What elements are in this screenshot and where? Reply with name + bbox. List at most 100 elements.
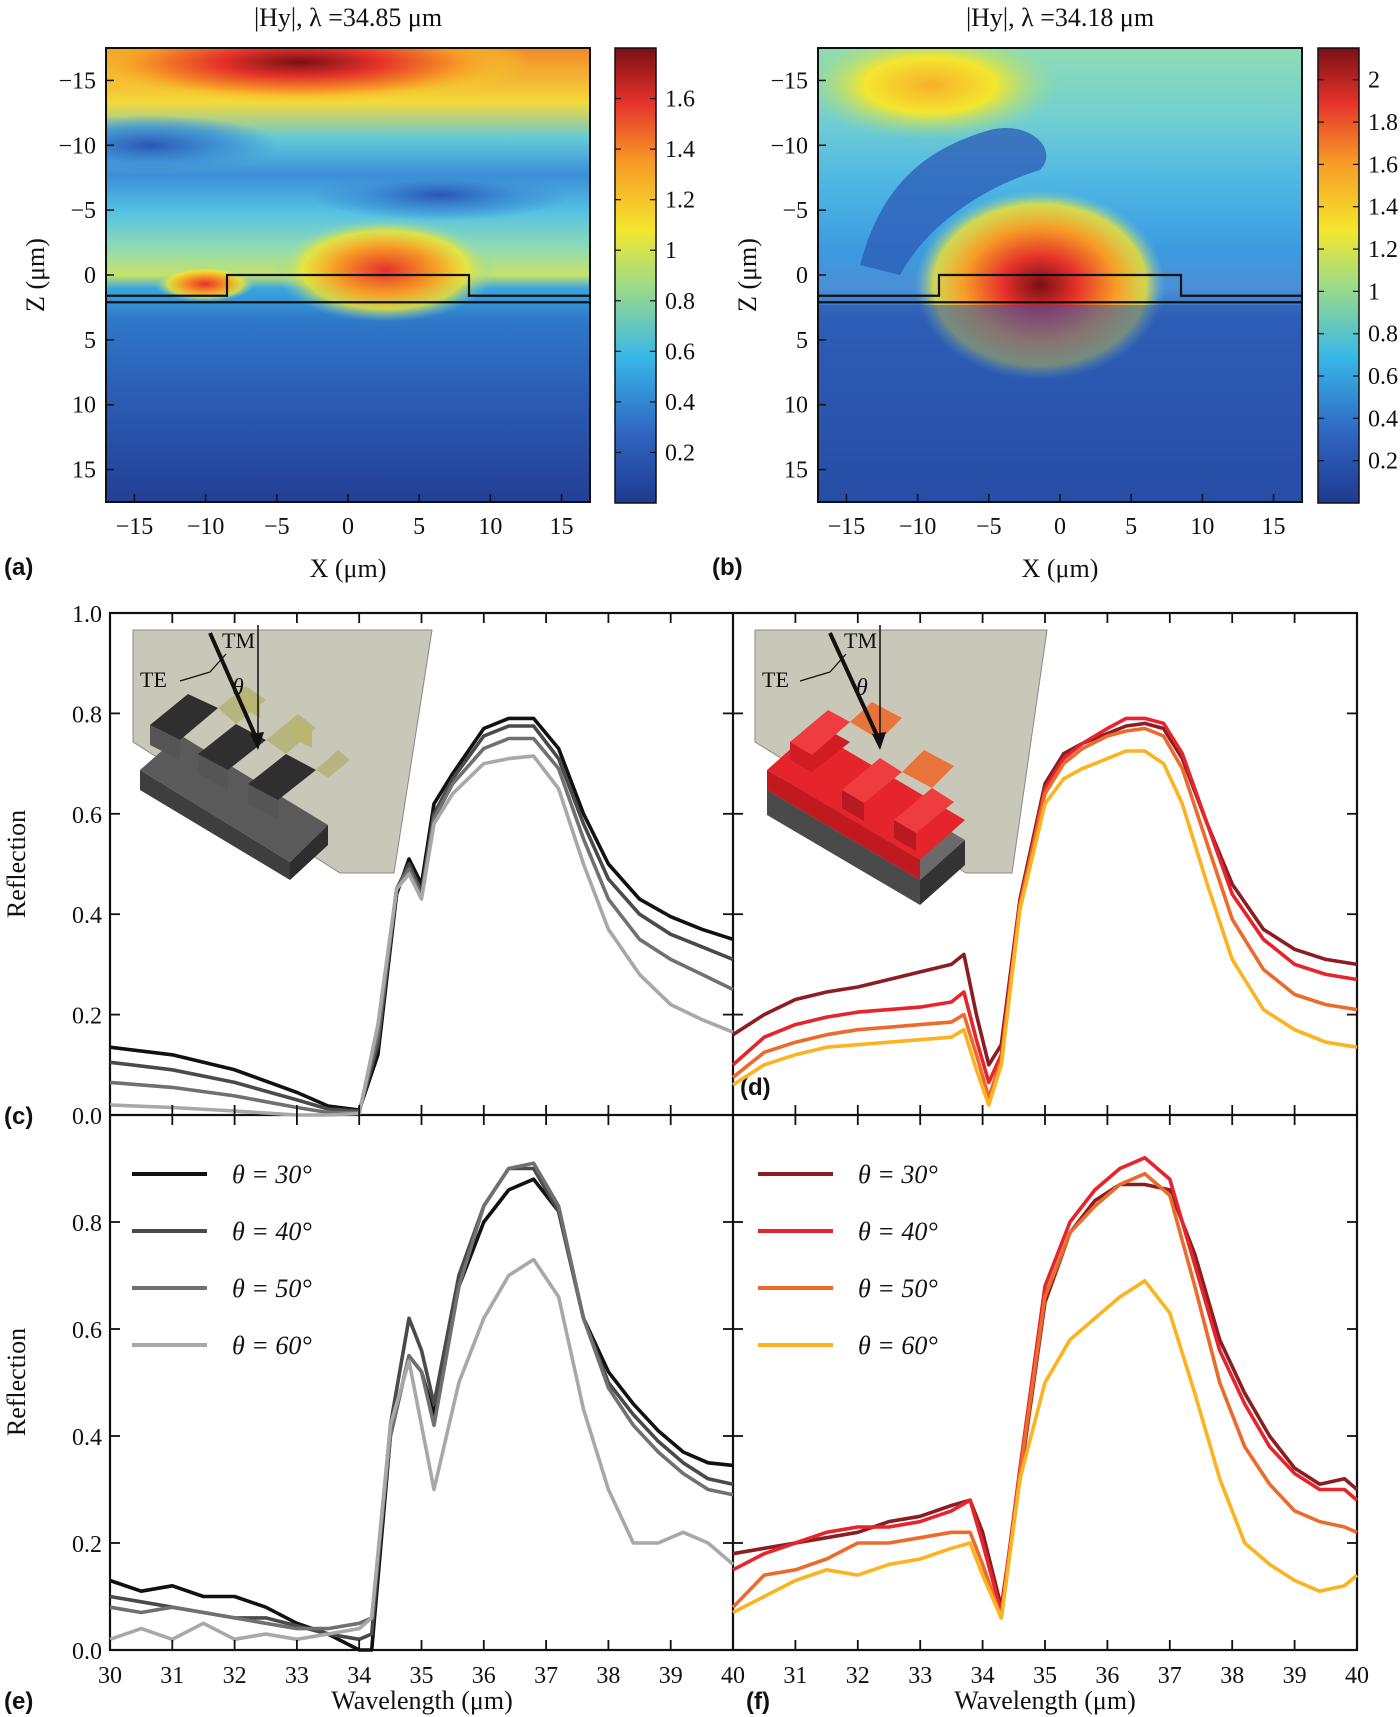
series-line-c-3 (109, 736, 734, 1115)
y-tick-label: 15 (784, 458, 808, 484)
series-line-d-2 (731, 716, 1358, 1085)
x-tick-label: −15 (828, 514, 866, 540)
y-tick-label: 0.8 (72, 1211, 102, 1237)
y-tick-label: −15 (770, 68, 808, 94)
y-tick-label: 0.2 (72, 1532, 102, 1558)
field-top-lobe-a (106, 48, 530, 104)
xlabel-a: X (μm) (310, 554, 387, 583)
colorbar-tick-label: 0.2 (1368, 449, 1398, 475)
y-tick-label: 0.4 (72, 1425, 102, 1451)
x-tick-label: 35 (410, 1663, 434, 1689)
y-tick-label: −10 (770, 133, 808, 159)
y-tick-label: 0 (796, 263, 808, 289)
series-line-c-4 (109, 754, 734, 1117)
x-tick-label: 38 (1220, 1663, 1244, 1689)
line-axes-layer: 0.0 0.2 0.4 0.6 0.8 1.0 0.0 0.2 0.4 0.6 0.8 30 31 32 3… (72, 602, 1369, 1689)
field-top-lobe-b (818, 48, 1060, 140)
panel-label-c: (c) (4, 1103, 33, 1130)
y-tick-label: −10 (58, 133, 96, 159)
series-line-e-2 (109, 1166, 734, 1642)
legend-label: θ = 30° (858, 1160, 938, 1189)
series-line-d-3 (731, 726, 1358, 1100)
colorbar-tick-label: 1.6 (665, 87, 695, 113)
tm-vector-d (829, 653, 847, 673)
series-line-e-1 (109, 1177, 734, 1652)
y-tick-label: 0.8 (72, 702, 102, 728)
waveguide-outline-a (106, 273, 590, 304)
legend-label: θ = 30° (232, 1160, 312, 1189)
y-tick-label: 10 (72, 393, 96, 419)
legend-label: θ = 60° (858, 1331, 938, 1360)
colorbar-tick-label: 1 (1368, 279, 1380, 305)
legend-label: θ = 40° (858, 1217, 938, 1246)
panel-label-f: (f) (746, 1688, 770, 1715)
x-tick-label: 32 (846, 1663, 870, 1689)
x-tick-label: 31 (783, 1663, 807, 1689)
series-line-e-3 (109, 1161, 734, 1631)
y-tick-label: 5 (796, 328, 808, 354)
incident-beam-c (208, 632, 260, 743)
colorbar-ticks-b: 2 1.8 1.6 1.4 1.2 1 0.8 0.6 0.4 0.2 (1318, 68, 1398, 475)
colorbar-tick-label: 2 (1368, 68, 1380, 94)
x-tick-label: 31 (160, 1663, 184, 1689)
series-line-d-1 (732, 721, 1358, 1067)
colorbar-tick-label: 1 (665, 238, 677, 264)
x-tick-label: 39 (659, 1663, 683, 1689)
y-tick-label: 5 (84, 328, 96, 354)
x-tick-label: 37 (534, 1663, 558, 1689)
x-tick-label: 0 (1054, 514, 1066, 540)
x-tick-label: 33 (908, 1663, 932, 1689)
series-line-f-4 (732, 1279, 1359, 1620)
series-line-e-4 (109, 1257, 735, 1642)
legend-label: θ = 50° (858, 1274, 938, 1303)
ylabel-a: Z (μm) (21, 238, 50, 312)
colorbar-tick-label: 1.2 (665, 188, 695, 214)
x-tick-label: 32 (223, 1663, 247, 1689)
field-blue-band2-a (310, 169, 570, 221)
tm-vector-c (209, 653, 227, 673)
plane-of-incidence-d (754, 629, 1048, 874)
x-tick-label: −5 (976, 514, 1002, 540)
te-vector-d (799, 671, 831, 682)
colorbar-tick-label: 0.8 (665, 289, 695, 315)
colorbar-tick-label: 0.4 (665, 390, 695, 416)
series-line-f-2 (732, 1156, 1359, 1615)
ylabel-e: Reflection (2, 1328, 31, 1436)
xlabel-e: Wavelength (μm) (331, 1686, 513, 1715)
legend-e: θ = 30° θ = 40° θ = 50° θ = 60° (132, 1160, 312, 1360)
title-a: |Hy|, λ =34.85 μm (254, 3, 442, 32)
x-tick-label: 5 (1125, 514, 1137, 540)
heatmap-b: −15 −10 −5 0 5 10 15 −15 −10 −5 0 5 10 15 |Hy|, λ =34… (733, 3, 1398, 583)
y-tick-label: 0.6 (72, 803, 102, 829)
x-tick-label: 10 (1190, 514, 1214, 540)
legend-label: θ = 40° (232, 1217, 312, 1246)
field-hotspot-a (275, 218, 495, 322)
inset-d: TM TE θ (754, 625, 1048, 905)
x-tick-label: 10 (478, 514, 502, 540)
x-tick-label: 40 (721, 1663, 745, 1689)
grating-d (767, 702, 965, 905)
xlabel-f: Wavelength (μm) (954, 1686, 1136, 1715)
colorbar-tick-label: 1.4 (665, 137, 695, 163)
series-line-d-4 (732, 749, 1358, 1107)
colorbar-tick-label: 0.6 (665, 339, 695, 365)
title-b: |Hy|, λ =34.18 μm (966, 3, 1154, 32)
field-substrate-b (818, 305, 1302, 502)
colorbar-a (614, 47, 657, 504)
legend-label: θ = 60° (232, 1331, 312, 1360)
x-tick-label: 5 (413, 514, 425, 540)
line-series-layer (109, 716, 1359, 1652)
colorbar-ticks-a: 1.6 1.4 1.2 1 0.8 0.6 0.4 0.2 (615, 87, 695, 466)
x-tick-label: −10 (899, 514, 937, 540)
x-tick-label: 15 (550, 514, 574, 540)
tm-label-d: TM (844, 628, 877, 653)
inset-c: TM TE θ (132, 625, 433, 880)
x-tick-label: 35 (1033, 1663, 1057, 1689)
theta-label-c: θ (232, 675, 244, 701)
colorbar-tick-label: 1.6 (1368, 152, 1398, 178)
x-tick-label: 36 (472, 1663, 496, 1689)
axis-ticks-a: −15 −10 −5 0 5 10 15 −15 −10 −5 0 5 10 15 (58, 68, 573, 540)
axis-ticks-b: −15 −10 −5 0 5 10 15 −15 −10 −5 0 5 10 15 (770, 68, 1285, 540)
y-tick-label: −15 (58, 68, 96, 94)
x-tick-label: 34 (347, 1663, 371, 1689)
